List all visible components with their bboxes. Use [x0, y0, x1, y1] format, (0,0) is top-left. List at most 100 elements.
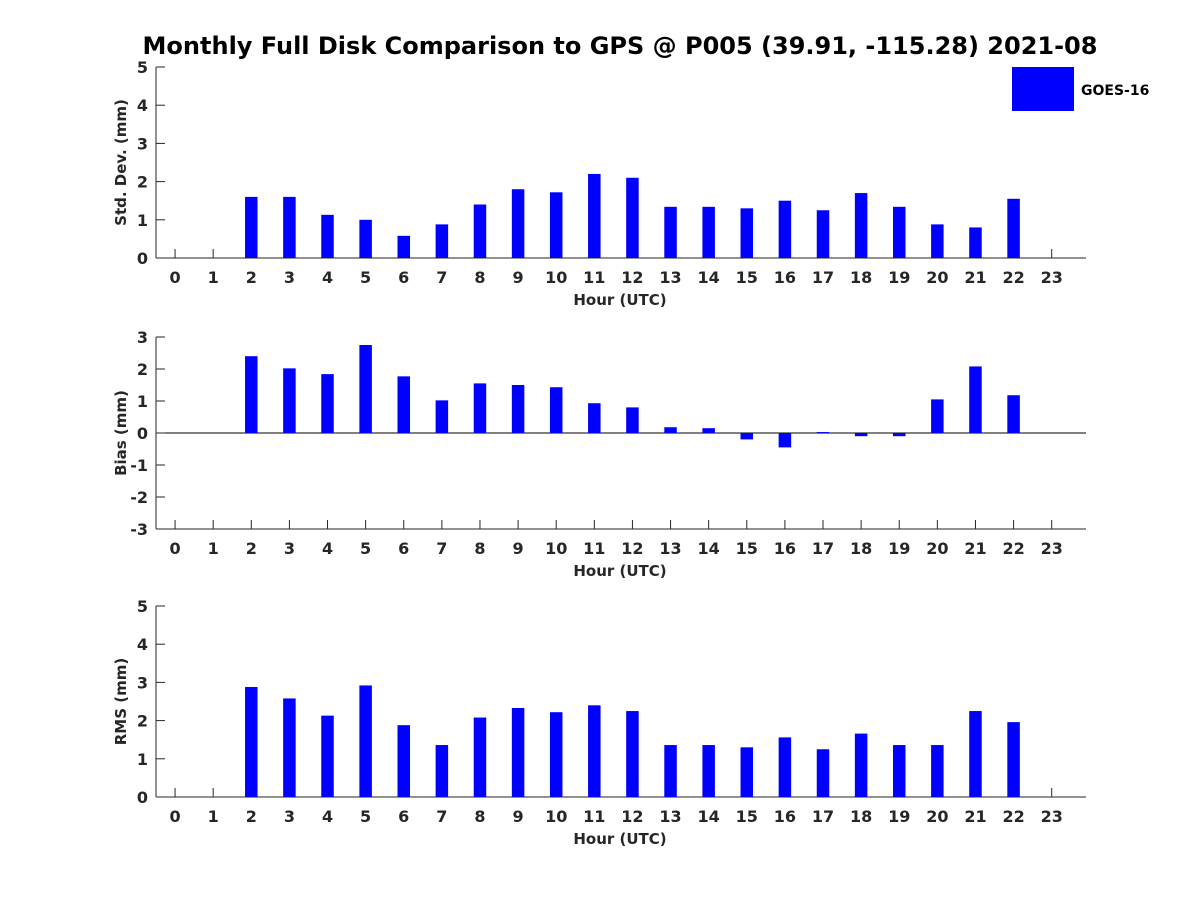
bar-hour-2 [245, 196, 258, 258]
x-tick-label: 20 [926, 807, 948, 826]
bar-hour-6 [397, 235, 410, 258]
bar-hour-19 [892, 433, 906, 437]
bar-hour-8 [473, 383, 487, 433]
x-tick-label: 0 [169, 268, 180, 287]
x-tick-label: 4 [322, 268, 333, 287]
x-tick-label: 4 [322, 807, 333, 826]
y-tick-label: 0 [137, 788, 148, 807]
bar-hour-9 [511, 385, 525, 433]
bar-hour-10 [549, 712, 563, 797]
bar-hour-11 [588, 705, 601, 797]
bar-hour-13 [664, 206, 677, 258]
bar-hour-2 [245, 686, 258, 797]
bar-hour-15 [740, 208, 754, 258]
x-tick-label: 10 [545, 268, 567, 287]
y-axis-label: Bias (mm) [112, 390, 130, 476]
x-tick-label: 14 [698, 268, 720, 287]
bar-hour-2 [245, 356, 258, 433]
x-tick-label: 3 [284, 807, 295, 826]
bar-hour-6 [397, 376, 410, 433]
bar-hour-4 [321, 374, 334, 433]
y-tick-label: 5 [137, 597, 148, 616]
y-tick-label: 0 [137, 424, 148, 443]
legend: GOES-16 [1012, 67, 1149, 111]
legend-swatch [1012, 67, 1074, 111]
y-tick-label: 3 [137, 328, 148, 347]
y-tick-label: 2 [137, 360, 148, 379]
y-tick-label: 4 [137, 635, 148, 654]
bar-hour-21 [969, 711, 982, 797]
bar-hour-12 [626, 177, 639, 258]
bar-hour-4 [321, 715, 334, 797]
x-tick-label: 2 [246, 807, 257, 826]
bar-hour-13 [664, 427, 677, 433]
x-tick-label: 21 [964, 807, 986, 826]
x-tick-label: 22 [1002, 539, 1024, 558]
bar-hour-13 [664, 745, 677, 797]
x-tick-label: 1 [208, 807, 219, 826]
x-tick-label: 20 [926, 268, 948, 287]
y-tick-label: -2 [130, 488, 148, 507]
bar-hour-9 [511, 707, 525, 797]
bar-hour-20 [931, 224, 944, 258]
x-axis-label: Hour (UTC) [573, 830, 666, 848]
x-tick-label: 3 [284, 539, 295, 558]
bar-hour-18 [854, 193, 868, 258]
bar-hour-16 [778, 200, 792, 258]
y-tick-label: 1 [137, 211, 148, 230]
x-tick-label: 19 [888, 539, 910, 558]
x-tick-label: 3 [284, 268, 295, 287]
bar-hour-5 [359, 685, 372, 797]
y-axis-label: RMS (mm) [112, 658, 130, 745]
x-tick-label: 6 [398, 268, 409, 287]
x-axis-label: Hour (UTC) [573, 291, 666, 309]
x-tick-label: 21 [964, 268, 986, 287]
x-tick-label: 9 [513, 807, 524, 826]
bar-hour-6 [397, 725, 410, 797]
x-tick-label: 19 [888, 268, 910, 287]
bar-hour-21 [969, 366, 982, 433]
bar-hour-19 [892, 206, 906, 258]
x-tick-label: 9 [513, 539, 524, 558]
x-tick-label: 23 [1041, 807, 1063, 826]
x-tick-label: 10 [545, 539, 567, 558]
bar-hour-10 [549, 192, 563, 258]
x-tick-label: 5 [360, 807, 371, 826]
x-tick-label: 13 [659, 807, 681, 826]
x-tick-label: 14 [698, 539, 720, 558]
x-tick-label: 17 [812, 268, 834, 287]
y-tick-label: 5 [137, 58, 148, 77]
x-tick-label: 18 [850, 268, 872, 287]
x-tick-label: 1 [208, 539, 219, 558]
x-tick-label: 11 [583, 807, 605, 826]
y-axis-label: Std. Dev. (mm) [112, 99, 130, 226]
x-tick-label: 18 [850, 807, 872, 826]
bar-hour-18 [854, 733, 868, 797]
bar-hour-8 [473, 204, 487, 258]
bar-hour-4 [321, 214, 334, 258]
x-tick-label: 13 [659, 268, 681, 287]
x-tick-label: 5 [360, 268, 371, 287]
x-tick-label: 2 [246, 539, 257, 558]
y-tick-label: 3 [137, 673, 148, 692]
x-tick-label: 14 [698, 807, 720, 826]
y-tick-label: 0 [137, 249, 148, 268]
bar-hour-12 [626, 711, 639, 797]
bar-hour-15 [740, 747, 754, 797]
bar-hour-18 [854, 433, 868, 437]
x-tick-label: 7 [436, 268, 447, 287]
x-tick-label: 17 [812, 539, 834, 558]
y-tick-label: 2 [137, 712, 148, 731]
bar-hour-14 [702, 745, 715, 797]
x-tick-label: 8 [474, 268, 485, 287]
x-tick-label: 16 [774, 539, 796, 558]
bar-hour-17 [816, 210, 830, 258]
bar-hour-16 [778, 433, 792, 448]
bar-hour-19 [892, 745, 906, 797]
x-tick-label: 2 [246, 268, 257, 287]
bar-hour-11 [588, 403, 601, 433]
bar-hour-7 [435, 224, 449, 258]
x-tick-label: 0 [169, 807, 180, 826]
